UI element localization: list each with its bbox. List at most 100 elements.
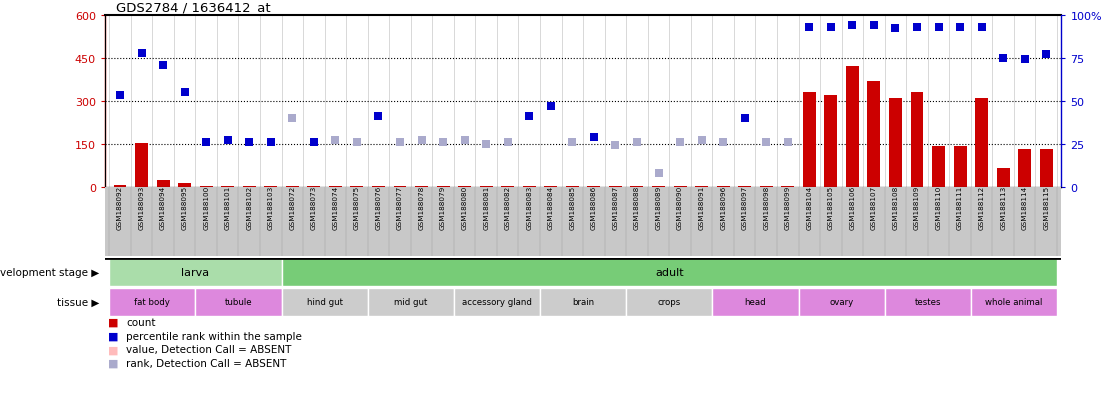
Point <box>844 23 862 29</box>
Text: development stage ▶: development stage ▶ <box>0 268 99 278</box>
Bar <box>109 259 281 287</box>
Bar <box>626 288 712 316</box>
Text: head: head <box>744 297 767 306</box>
Point <box>994 55 1012 62</box>
Point <box>391 139 408 146</box>
Text: mid gut: mid gut <box>394 297 427 306</box>
Bar <box>738 186 751 187</box>
Text: ■: ■ <box>108 317 118 327</box>
Text: ■: ■ <box>108 358 118 368</box>
Bar <box>997 169 1010 187</box>
Point <box>564 139 581 146</box>
Point <box>283 115 301 122</box>
Point <box>434 139 452 146</box>
Bar <box>243 186 256 187</box>
Bar <box>114 186 126 187</box>
Bar <box>885 288 971 316</box>
Point <box>650 170 667 177</box>
Bar <box>281 259 1057 287</box>
Point <box>499 139 517 146</box>
Text: fat body: fat body <box>134 297 171 306</box>
Bar <box>135 144 148 187</box>
Bar <box>221 186 234 187</box>
Bar <box>286 186 299 187</box>
Bar <box>264 186 277 187</box>
Text: crops: crops <box>657 297 681 306</box>
Bar <box>415 186 429 187</box>
Bar <box>695 186 708 187</box>
Bar <box>889 99 902 187</box>
Point <box>348 139 366 146</box>
Point <box>865 23 883 29</box>
Bar <box>1040 150 1052 187</box>
Bar <box>911 93 923 187</box>
Point <box>606 142 624 149</box>
Bar <box>307 186 320 187</box>
Point <box>585 134 603 141</box>
Bar <box>932 147 945 187</box>
Bar <box>712 288 799 316</box>
Bar <box>329 186 341 187</box>
Point <box>219 138 237 144</box>
Point <box>455 138 473 144</box>
Bar <box>652 186 665 187</box>
Bar <box>587 186 600 187</box>
Text: brain: brain <box>573 297 594 306</box>
Text: ■: ■ <box>108 344 118 354</box>
Bar <box>109 288 195 316</box>
Point <box>520 114 538 120</box>
Bar <box>459 186 471 187</box>
Bar <box>545 186 557 187</box>
Point <box>973 24 991 31</box>
Point <box>262 139 280 146</box>
Point <box>758 139 776 146</box>
Point <box>112 93 129 100</box>
Point <box>930 24 947 31</box>
Text: testes: testes <box>914 297 941 306</box>
Text: GDS2784 / 1636412_at: GDS2784 / 1636412_at <box>116 1 271 14</box>
Point <box>779 139 797 146</box>
Bar <box>200 186 213 187</box>
Text: ovary: ovary <box>829 297 854 306</box>
Text: tubule: tubule <box>224 297 252 306</box>
Point <box>175 90 193 96</box>
Point <box>693 138 711 144</box>
Point <box>478 141 496 147</box>
Point <box>821 24 839 31</box>
Bar <box>540 288 626 316</box>
Bar <box>281 288 367 316</box>
Point <box>240 139 258 146</box>
Point <box>542 103 560 110</box>
Point <box>714 139 732 146</box>
Bar <box>802 93 816 187</box>
Bar <box>501 186 514 187</box>
Point <box>886 26 904 33</box>
Bar <box>436 186 450 187</box>
Bar <box>480 186 492 187</box>
Text: larva: larva <box>181 268 210 278</box>
Bar <box>367 288 454 316</box>
Bar <box>350 186 364 187</box>
Point <box>628 139 646 146</box>
Point <box>133 50 151 57</box>
Text: count: count <box>126 317 155 327</box>
Bar <box>195 288 281 316</box>
Point <box>671 139 689 146</box>
Point <box>1037 52 1055 58</box>
Bar <box>372 186 385 187</box>
Point <box>198 139 215 146</box>
Point <box>154 62 172 69</box>
Bar <box>179 184 191 187</box>
Text: adult: adult <box>655 268 684 278</box>
Point <box>1016 57 1033 64</box>
Text: accessory gland: accessory gland <box>462 297 532 306</box>
Text: ■: ■ <box>108 331 118 341</box>
Bar <box>566 186 579 187</box>
Text: hind gut: hind gut <box>307 297 343 306</box>
Bar <box>781 186 795 187</box>
Bar <box>609 186 622 187</box>
Bar <box>674 186 686 187</box>
Bar <box>454 288 540 316</box>
Bar <box>867 81 881 187</box>
Bar <box>394 186 406 187</box>
